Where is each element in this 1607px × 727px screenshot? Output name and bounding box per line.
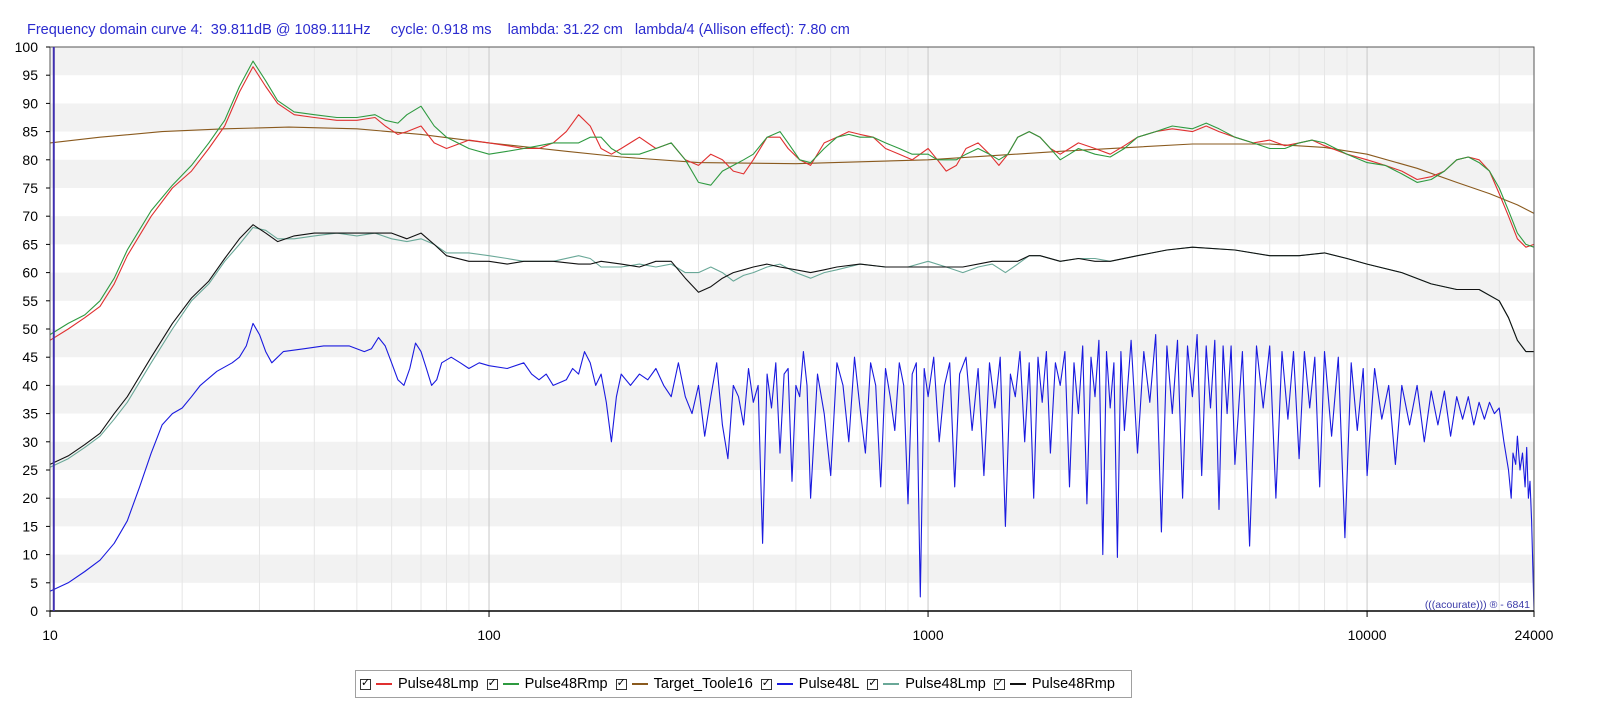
y-tick-label: 5: [30, 575, 38, 591]
grid-band: [50, 441, 1534, 470]
y-tick-label: 50: [22, 321, 38, 337]
y-tick-label: 40: [22, 377, 38, 393]
grid-band: [50, 159, 1534, 188]
legend-item[interactable]: Pulse48Rmp: [993, 676, 1115, 692]
legend-checkbox[interactable]: [867, 676, 879, 690]
legend-item[interactable]: Pulse48Lmp: [867, 676, 986, 692]
legend-swatch: [883, 683, 900, 685]
y-tick-label: 55: [22, 293, 38, 309]
y-tick-label: 70: [22, 208, 38, 224]
frequency-readout: Frequency domain curve 4: 39.811dB @ 108…: [27, 22, 850, 38]
legend-label: Pulse48Rmp: [1031, 676, 1115, 692]
legend-item[interactable]: Pulse48Rmp: [486, 676, 608, 692]
y-tick-label: 60: [22, 265, 38, 281]
series-line-Pulse48Rmp-4: [49, 224, 1534, 465]
y-tick-label: 90: [22, 95, 38, 111]
legend-checkbox[interactable]: [615, 676, 627, 690]
legend-item[interactable]: Target_Toole16: [615, 676, 753, 692]
y-tick-label: 25: [22, 462, 38, 478]
legend-label: Pulse48Lmp: [398, 676, 479, 692]
y-tick-label: 0: [30, 603, 38, 619]
legend-swatch: [1009, 683, 1026, 685]
x-tick-label: 1000: [912, 627, 943, 643]
x-tick-label: 10: [42, 627, 58, 643]
y-tick-label: 80: [22, 152, 38, 168]
grid-band: [50, 216, 1534, 245]
legend-label: Pulse48Lmp: [905, 676, 986, 692]
legend-swatch: [631, 683, 648, 685]
y-tick-label: 95: [22, 67, 38, 83]
y-axis: 0 5 10 15 20 25 30 35 40 45 50 55 60 65 70 75 80 85 90 95 10…: [15, 39, 50, 619]
y-tick-label: 85: [22, 124, 38, 140]
series-line-Pulse48L-5: [49, 322, 1535, 612]
legend-swatch: [502, 683, 519, 685]
legend-checkbox[interactable]: [993, 676, 1005, 690]
y-tick-label: 65: [22, 236, 38, 252]
series-line-Pulse48Rmp-1: [49, 60, 1535, 336]
x-tick-label: 10000: [1348, 627, 1387, 643]
legend-item[interactable]: Pulse48Lmp: [360, 676, 479, 692]
legend-label: Pulse48Rmp: [524, 676, 608, 692]
series-layer: [49, 60, 1535, 612]
legend-label: Target_Toole16: [653, 676, 753, 692]
series-line-Target_Toole16-2: [49, 126, 1535, 214]
legend-item[interactable]: Pulse48L: [760, 676, 860, 692]
x-tick-label: 24000: [1515, 627, 1554, 643]
grid-band: [50, 329, 1534, 358]
y-tick-label: 75: [22, 180, 38, 196]
y-tick-label: 100: [15, 39, 39, 55]
y-tick-label: 20: [22, 490, 38, 506]
x-tick-label: 100: [477, 627, 501, 643]
legend-checkbox[interactable]: [760, 676, 772, 690]
grid-band: [50, 272, 1534, 301]
x-axis: 10 100 1000 10000 24000: [42, 611, 1554, 643]
y-tick-label: 10: [22, 547, 38, 563]
legend-checkbox[interactable]: [486, 676, 498, 690]
y-tick-label: 15: [22, 518, 38, 534]
legend-checkbox[interactable]: [360, 676, 371, 690]
y-tick-label: 45: [22, 349, 38, 365]
legend: Pulse48Lmp Pulse48Rmp Target_Toole16 Pulse4…: [355, 670, 1132, 698]
grid-band: [50, 498, 1534, 527]
grid-band: [50, 47, 1534, 76]
watermark: (((acourate))) ® - 6841: [1425, 599, 1530, 611]
legend-swatch: [776, 683, 793, 685]
grid-lines: [181, 47, 1500, 611]
legend-swatch: [376, 683, 392, 685]
alternating-bands: [50, 47, 1534, 583]
grid-band: [50, 554, 1534, 583]
y-tick-label: 35: [22, 406, 38, 422]
legend-label: Pulse48L: [798, 676, 860, 692]
y-tick-label: 30: [22, 434, 38, 450]
